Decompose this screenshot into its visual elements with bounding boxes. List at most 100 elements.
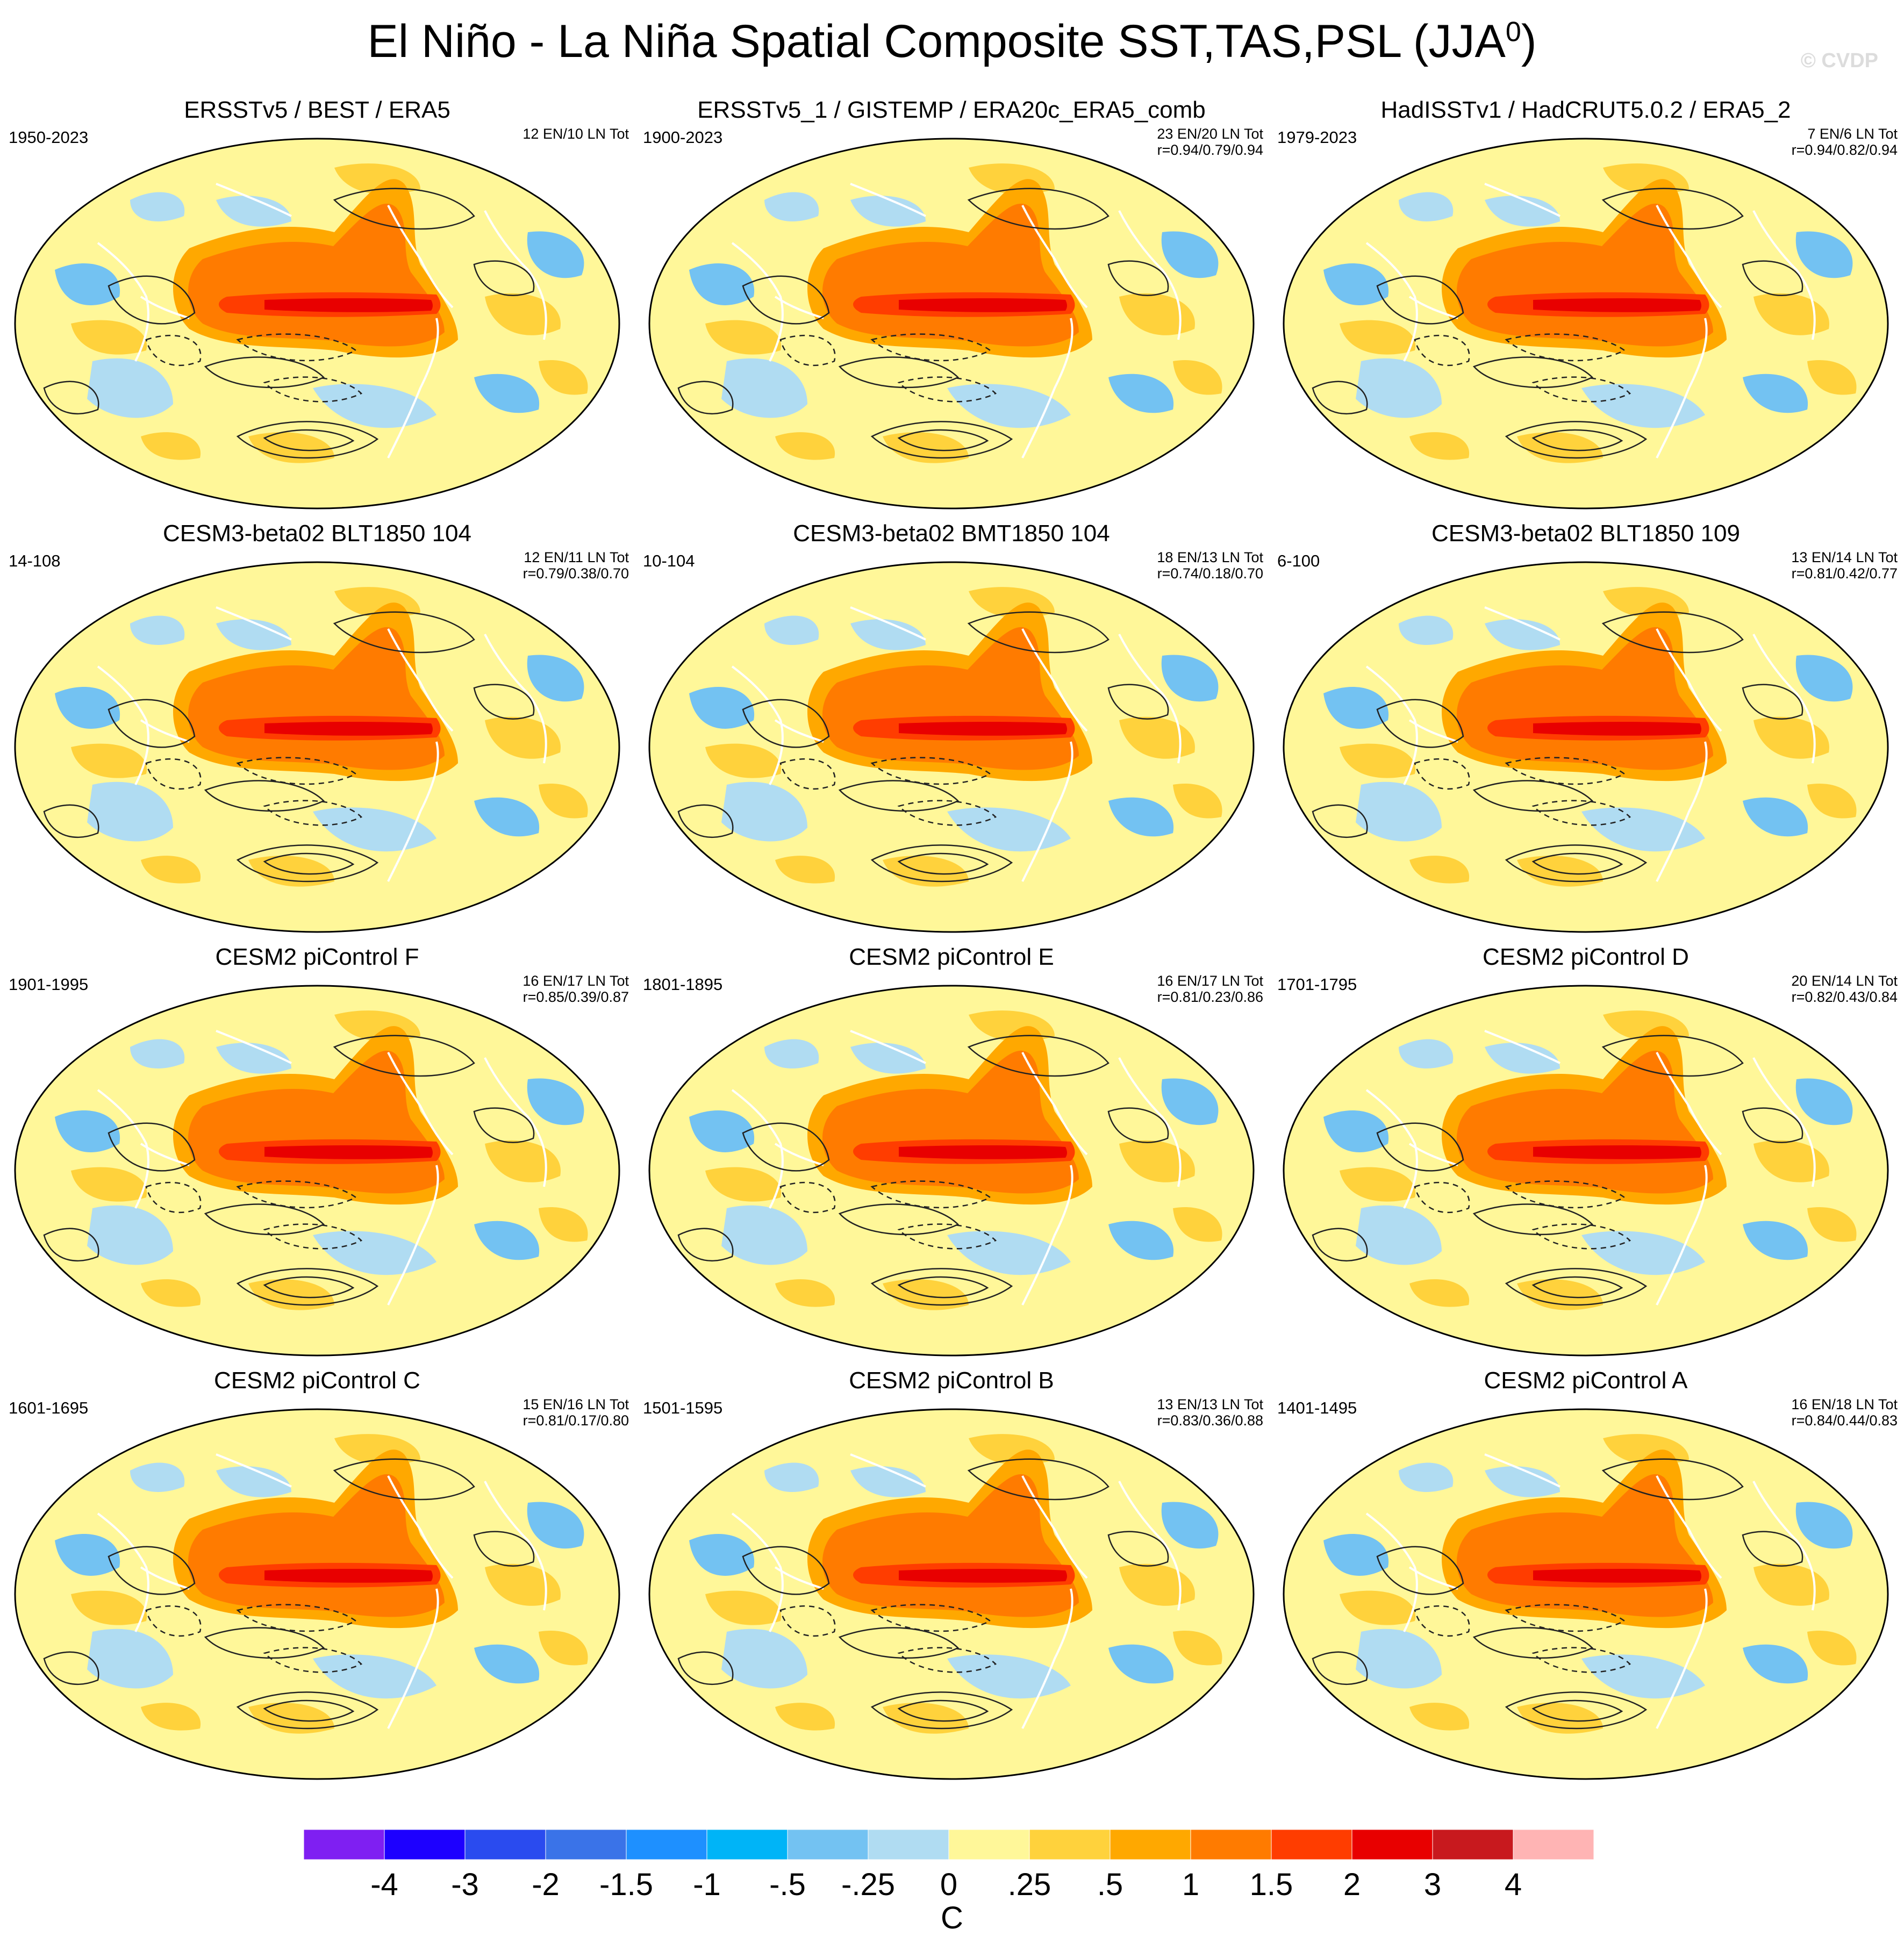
psl-contour-positive	[897, 1276, 989, 1299]
map-border	[1283, 138, 1889, 510]
coastline	[1021, 1165, 1073, 1305]
negative-anomaly-region	[216, 619, 291, 650]
map-border	[14, 985, 620, 1357]
map-border	[648, 561, 1255, 933]
weak-positive-anomaly-region	[1173, 784, 1222, 819]
map-panel: CESM3-beta02 BMT1850 104 10-104 18 EN/13 L…	[634, 520, 1269, 945]
negative-anomaly-region	[1485, 196, 1560, 227]
panel-title: ERSSTv5 / BEST / ERA5	[184, 97, 450, 123]
colorbar-tick-label: .25	[1008, 1867, 1051, 1898]
panel-title: CESM3-beta02 BLT1850 104	[163, 520, 471, 547]
negative-anomaly-region	[721, 781, 807, 842]
psl-contour-negative	[236, 333, 357, 362]
weak-positive-anomaly-region	[705, 320, 782, 355]
coastline	[387, 741, 439, 882]
psl-contour-positive	[236, 421, 379, 459]
panel-correlation: r=0.81/0.17/0.80	[522, 1412, 629, 1429]
psl-contour-negative	[236, 1180, 357, 1209]
negative-anomaly-region	[527, 655, 584, 702]
sst-composite-map	[648, 985, 1255, 1357]
coastline	[731, 665, 784, 785]
weak-positive-anomaly-region	[485, 1140, 561, 1182]
panel-title: CESM2 piControl F	[215, 944, 419, 970]
el-nino-peak	[1533, 1145, 1701, 1159]
colorbar-swatch	[706, 1829, 788, 1860]
psl-contour-positive	[236, 1691, 379, 1730]
weak-positive-anomaly-region	[1807, 1207, 1857, 1242]
colorbar-tick-label: .5	[1097, 1867, 1123, 1898]
psl-contour-negative	[1414, 1182, 1470, 1214]
psl-contour-positive	[1312, 1651, 1368, 1685]
coastline	[1656, 628, 1722, 732]
negative-anomaly-region	[947, 384, 1071, 428]
weak-positive-anomaly-region	[1340, 320, 1416, 355]
weak-positive-anomaly-region	[1119, 293, 1195, 335]
coastline	[140, 1143, 190, 1166]
weak-positive-anomaly-region	[883, 432, 969, 463]
psl-contour-negative	[236, 757, 357, 785]
coastline	[1118, 1481, 1182, 1611]
el-nino-peak	[899, 1145, 1067, 1159]
coastline	[1752, 1057, 1816, 1187]
panel-years: 1979-2023	[1277, 128, 1357, 147]
psl-contour-positive	[333, 188, 475, 230]
psl-contour-positive	[263, 429, 355, 451]
weak-positive-anomaly-region	[1173, 360, 1222, 395]
psl-contour-positive	[967, 1035, 1110, 1077]
negative-anomaly-region	[527, 231, 584, 278]
coastline	[774, 1566, 824, 1590]
coastline	[1365, 1089, 1418, 1209]
psl-contour-positive	[870, 1268, 1013, 1306]
psl-contour-positive	[1531, 1699, 1623, 1722]
weak-positive-anomaly-region	[248, 1703, 334, 1734]
panel-event-counts: 12 EN/10 LN Tot	[522, 126, 629, 142]
coastline	[140, 296, 190, 319]
panel-correlation: r=0.83/0.36/0.88	[1157, 1412, 1263, 1429]
coastline	[1021, 741, 1073, 882]
colorbar-swatch	[787, 1829, 869, 1860]
panel-title: ERSSTv5_1 / GISTEMP / ERA20c_ERA5_comb	[697, 97, 1206, 123]
weak-positive-anomaly-region	[1753, 1563, 1829, 1606]
coastline	[216, 1030, 292, 1064]
weak-positive-anomaly-region	[1517, 1279, 1603, 1310]
negative-anomaly-region	[721, 358, 807, 418]
psl-contour-negative	[263, 376, 363, 403]
negative-anomaly-region	[87, 1205, 173, 1265]
weak-positive-anomaly-region	[1409, 432, 1470, 460]
panel-correlation: r=0.94/0.82/0.94	[1791, 142, 1898, 158]
panel-correlation: r=0.84/0.44/0.83	[1791, 1412, 1898, 1429]
coastline	[1408, 296, 1458, 319]
map-panel: ERSSTv5 / BEST / ERA5 1950-2023 12 EN/10 L…	[0, 97, 634, 521]
negative-anomaly-region	[1161, 231, 1219, 278]
sst-composite-map	[1283, 138, 1889, 510]
panel-event-counts: 15 EN/16 LN Tot	[522, 1396, 629, 1412]
coastline	[1484, 606, 1561, 641]
negative-anomaly-region	[474, 797, 540, 837]
negative-anomaly-region	[1743, 797, 1808, 837]
panel-stats: 16 EN/17 LN Tot r=0.85/0.39/0.87	[522, 973, 629, 1005]
panel-stats: 13 EN/14 LN Tot r=0.81/0.42/0.77	[1791, 549, 1898, 582]
panel-stats: 23 EN/20 LN Tot r=0.94/0.79/0.94	[1157, 126, 1263, 158]
psl-contour-positive	[1531, 429, 1623, 451]
negative-anomaly-region	[87, 1629, 173, 1689]
panel-title: HadISSTv1 / HadCRUT5.0.2 / ERA5_2	[1380, 97, 1791, 123]
psl-contour-negative	[1505, 1604, 1626, 1632]
psl-contour-positive	[897, 1699, 989, 1722]
panel-title: CESM3-beta02 BMT1850 104	[793, 520, 1110, 547]
el-nino-peak	[264, 1145, 433, 1159]
negative-anomaly-region	[947, 807, 1071, 852]
negative-anomaly-region	[947, 1231, 1071, 1275]
psl-contour-positive	[1601, 1035, 1744, 1077]
negative-anomaly-region	[1399, 1462, 1454, 1492]
psl-contour-positive	[108, 1122, 196, 1172]
negative-anomaly-region	[216, 1043, 291, 1074]
psl-contour-positive	[897, 852, 989, 875]
weak-positive-anomaly-region	[883, 856, 969, 887]
psl-contour-negative	[870, 757, 992, 785]
psl-contour-negative	[1505, 757, 1626, 785]
psl-contour-positive	[1505, 844, 1648, 883]
psl-contour-positive	[1312, 804, 1368, 838]
weak-positive-anomaly-region	[1173, 1631, 1222, 1666]
psl-contour-negative	[145, 1182, 202, 1214]
sst-composite-map	[1283, 985, 1889, 1357]
